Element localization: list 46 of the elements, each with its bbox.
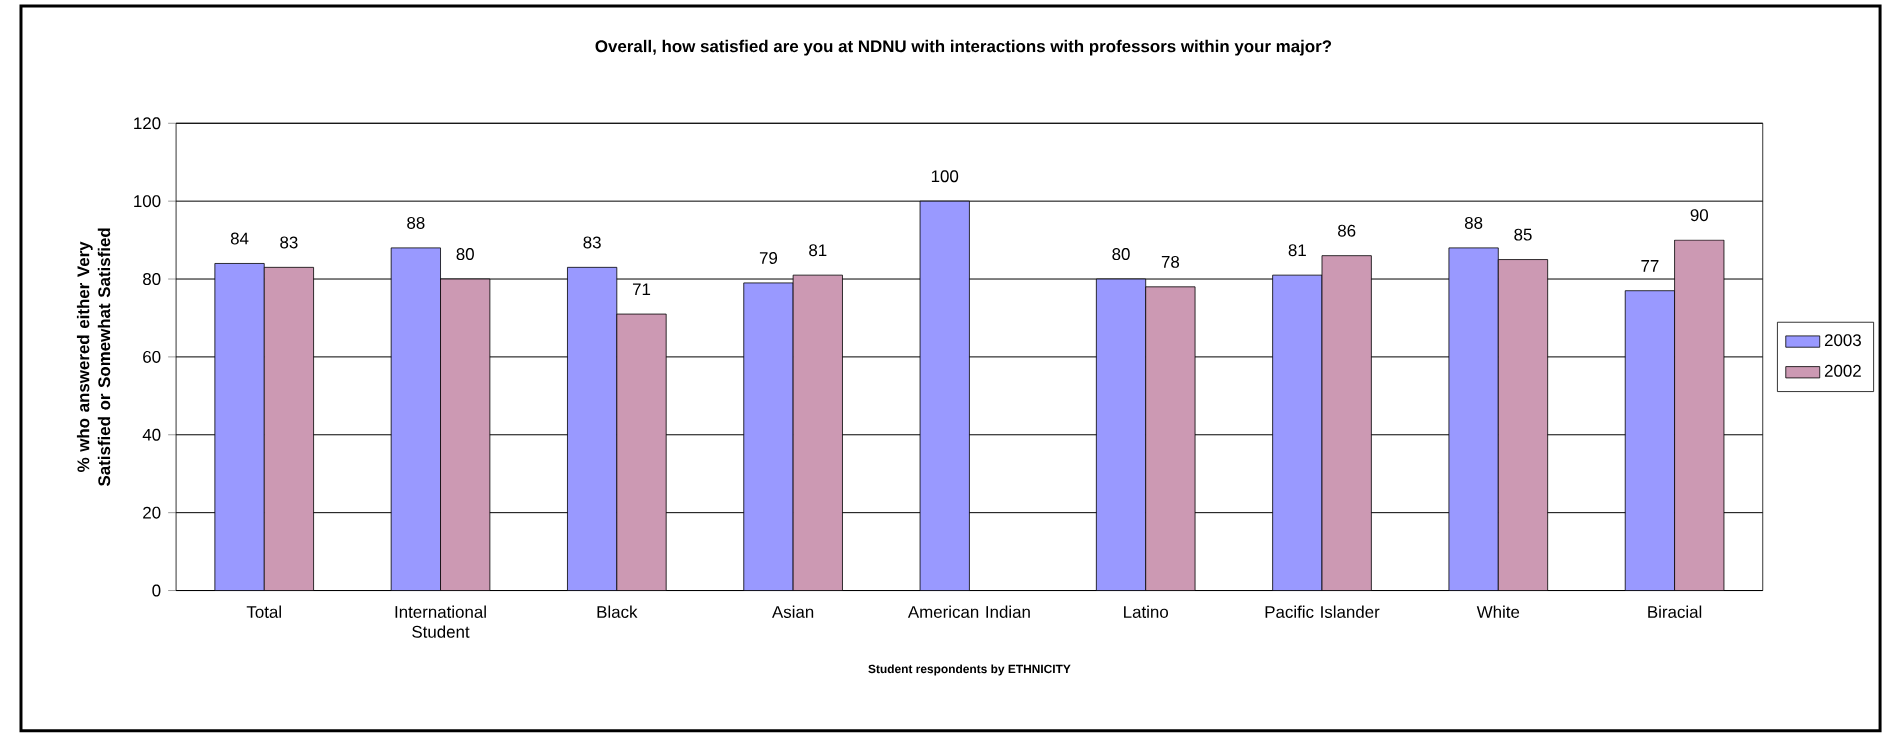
y-tick-label: 20	[143, 506, 161, 519]
data-label: 80	[456, 248, 474, 261]
data-label: 84	[230, 232, 249, 245]
data-label: 83	[583, 236, 601, 249]
bar	[440, 278, 491, 591]
x-tick-label: Biracial	[1648, 605, 1702, 619]
x-tick-label: International Student	[395, 605, 486, 638]
data-label: 90	[1690, 209, 1708, 222]
data-label: 71	[632, 283, 651, 296]
y-tick-label: 0	[152, 584, 161, 597]
bar	[792, 274, 843, 591]
chart-title: Overall, how satisfied are you at NDNU with interactions with professors within your major?	[595, 39, 1332, 56]
x-tick-label: Pacific Islander	[1265, 605, 1380, 619]
bar	[1145, 286, 1196, 591]
bar	[263, 267, 314, 591]
bar	[616, 313, 667, 591]
data-label: 88	[407, 217, 425, 230]
y-tick-label: 60	[143, 351, 161, 364]
data-label: 81	[1288, 244, 1306, 257]
y-tick-label: 120	[134, 117, 161, 130]
x-tick-label: Latino	[1124, 605, 1169, 619]
data-label: 88	[1464, 217, 1483, 230]
x-tick-label: American Indian	[907, 605, 1030, 619]
data-label: 83	[280, 236, 298, 249]
bar	[1674, 239, 1725, 591]
data-label: 78	[1161, 256, 1180, 269]
data-label: 77	[1641, 260, 1659, 272]
data-label: 86	[1338, 224, 1356, 237]
legend-label: 2002	[1824, 365, 1861, 377]
y-tick-label: 40	[142, 428, 161, 441]
legend-label: 2003	[1824, 334, 1861, 347]
y-tick-label: 100	[134, 195, 161, 208]
data-label: 81	[809, 244, 827, 257]
x-axis-title: Student respondents by ETHNICITY	[868, 664, 1071, 676]
data-label: 100	[931, 170, 959, 183]
x-tick-label: Total	[246, 605, 281, 619]
y-axis-title: % who answered either Very Satisfied or Somewhat Satisfied	[76, 228, 111, 487]
x-tick-label: Asian	[772, 605, 814, 619]
data-label: 79	[759, 252, 778, 265]
x-tick-label: White	[1476, 605, 1520, 619]
data-label: 85	[1514, 228, 1532, 241]
x-tick-label: Black	[597, 605, 638, 619]
bar	[1497, 259, 1549, 591]
data-label: 80	[1112, 248, 1130, 261]
bar	[1321, 255, 1372, 591]
y-tick-label: 80	[143, 273, 161, 286]
